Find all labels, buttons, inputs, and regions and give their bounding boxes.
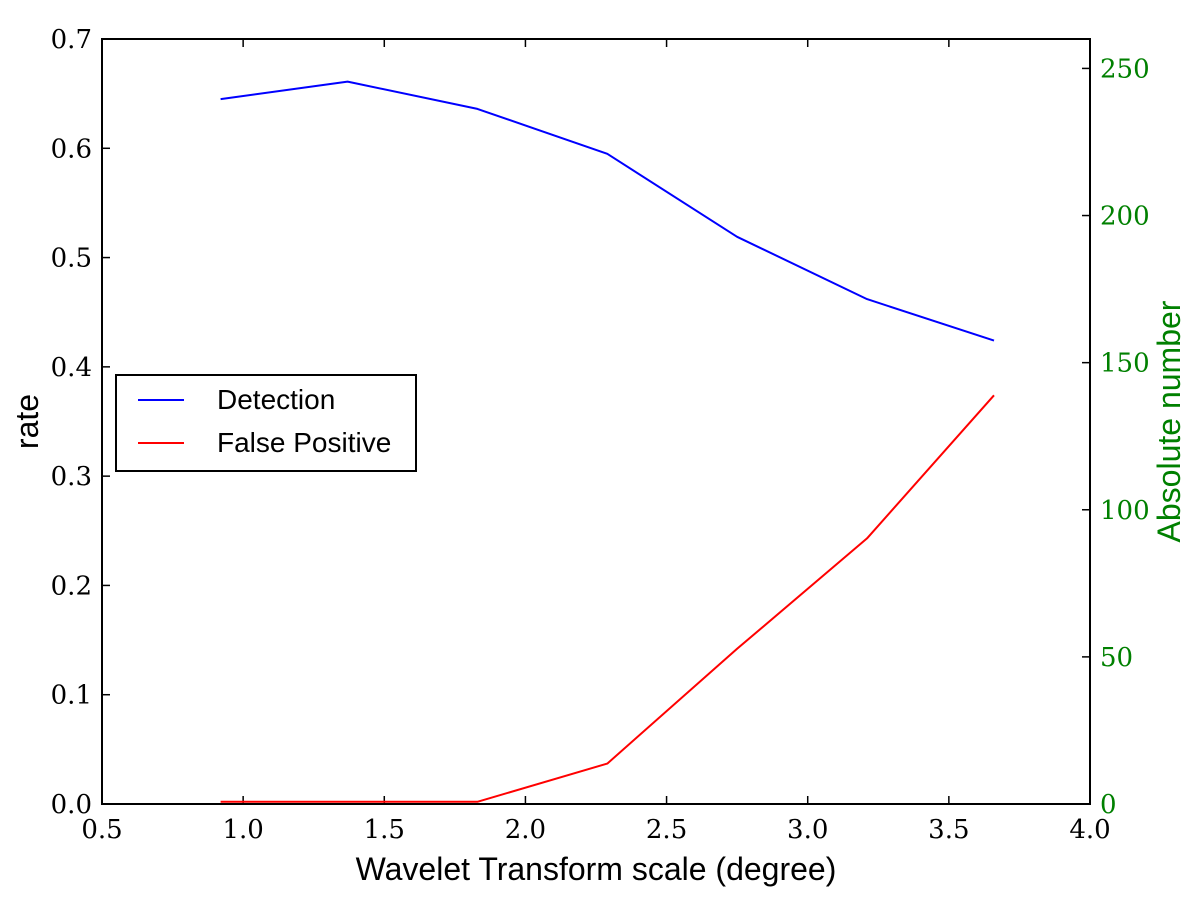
legend-label-detection: Detection — [217, 384, 335, 415]
x-tick-label: 2.0 — [505, 815, 546, 845]
plot-frame — [101, 38, 1091, 805]
y-axis-title: rate — [9, 394, 45, 449]
ticks-layer: 0.5 1.0 1.5 2.0 2.5 3.0 3.5 4.0 0.0 0.1 0.2 0.3 0.4 0… — [51, 25, 1150, 845]
legend: Detection False Positive — [115, 374, 417, 472]
y2-tick-label: 150 — [1100, 349, 1150, 379]
legend-box — [115, 374, 417, 472]
y-tick-label: 0.2 — [51, 571, 92, 601]
x-tick-label: 3.0 — [787, 815, 828, 845]
legend-label-false-positive: False Positive — [217, 427, 391, 458]
x-tick-label: 1.5 — [364, 815, 405, 845]
y2-tick-label: 250 — [1100, 54, 1150, 84]
x-tick-label: 2.5 — [646, 815, 687, 845]
x-tick-label: 4.0 — [1069, 815, 1110, 845]
x-axis-title: Wavelet Transform scale (degree) — [356, 851, 837, 887]
y-tick-label: 0.3 — [51, 462, 92, 492]
y-tick-label: 0.7 — [51, 25, 92, 55]
series-line-false-positive — [220, 394, 995, 803]
series-layer — [220, 80, 995, 803]
y2-axis-title: Absolute number — [1151, 300, 1187, 542]
y2-tick-label: 200 — [1100, 202, 1150, 232]
y-tick-label: 0.1 — [51, 681, 92, 711]
x-tick-label: 0.5 — [81, 815, 122, 845]
y2-tick-label: 100 — [1100, 496, 1150, 526]
y2-tick-label: 0 — [1100, 790, 1117, 820]
x-tick-label: 1.0 — [222, 815, 263, 845]
series-line-detection — [220, 80, 995, 342]
y2-tick-label: 50 — [1100, 643, 1133, 673]
y-tick-label: 0.5 — [51, 244, 92, 274]
y-tick-label: 0.0 — [51, 790, 92, 820]
x-tick-label: 3.5 — [928, 815, 969, 845]
y-tick-label: 0.4 — [51, 353, 92, 383]
y-tick-label: 0.6 — [51, 134, 92, 164]
